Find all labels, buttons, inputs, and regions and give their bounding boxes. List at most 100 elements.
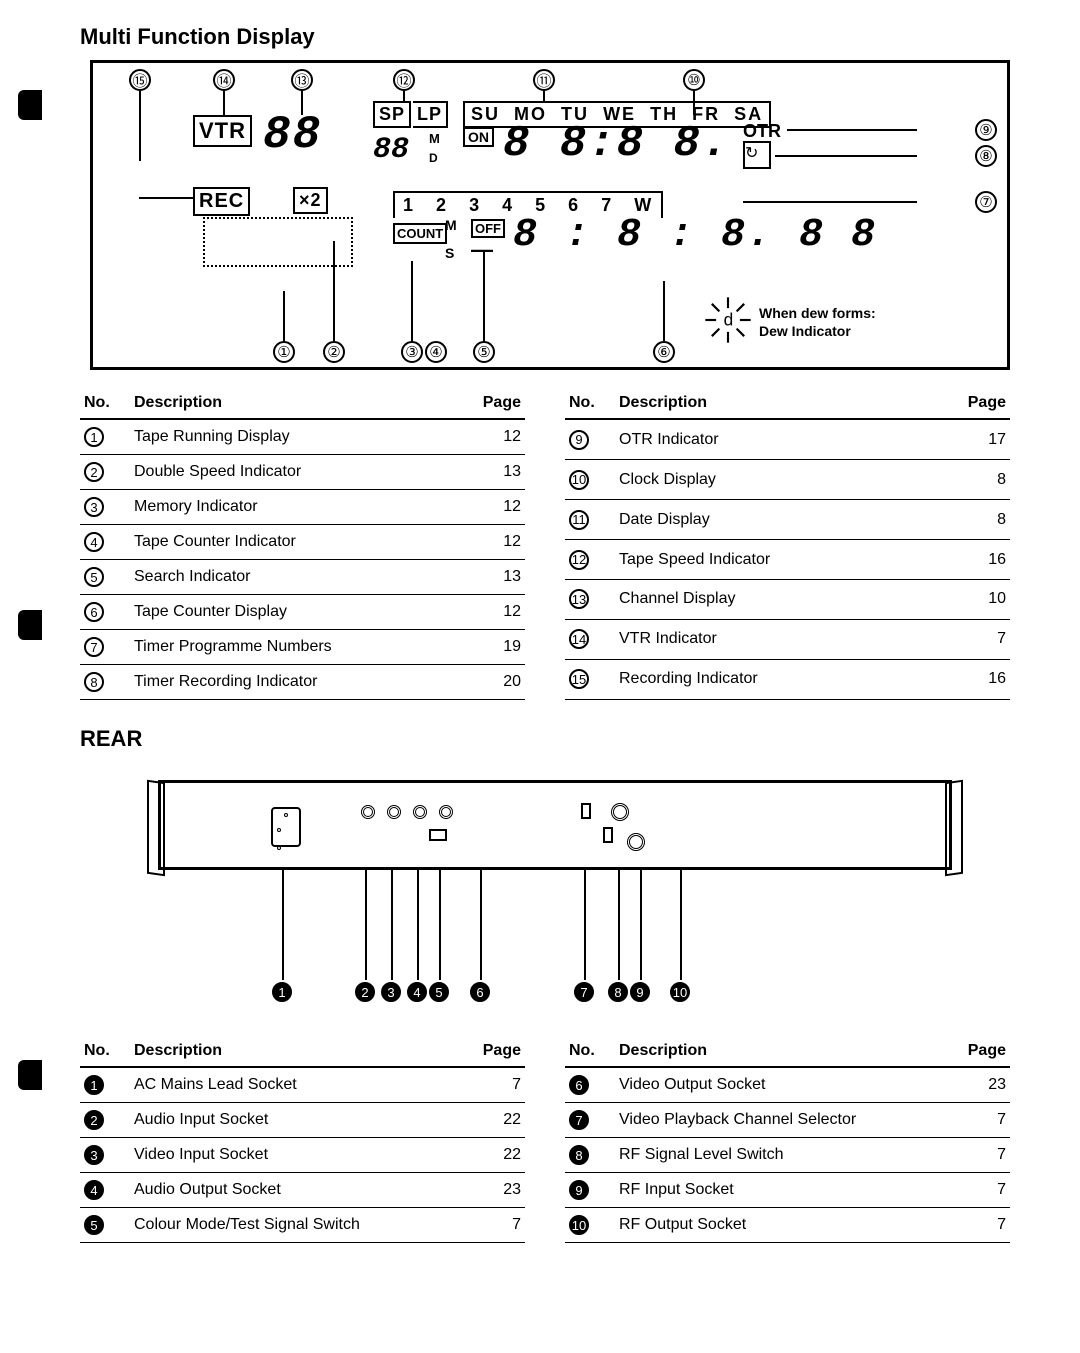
x2-label: ×2 [293,187,328,214]
row-num: 2 [84,462,104,482]
table-row: 7Video Playback Channel Selector7 [565,1103,1010,1138]
rear-co-10: 10 [670,982,690,1002]
row-desc: Video Playback Channel Selector [615,1103,950,1138]
table-row: 10Clock Display8 [565,460,1010,500]
rear-co-8: 8 [608,982,628,1002]
row-page: 7 [950,1208,1010,1243]
row-num: 9 [569,430,589,450]
row-num: 7 [84,637,104,657]
row-page: 7 [465,1067,525,1103]
rear-panel [158,780,952,870]
row-page: 20 [465,665,525,700]
callout-3: ③ [401,341,423,363]
row-desc: RF Signal Level Switch [615,1138,950,1173]
off-label: OFF [471,219,505,238]
row-desc: Timer Recording Indicator [130,665,465,700]
table-row: 12Tape Speed Indicator16 [565,540,1010,580]
rear-co-5: 5 [429,982,449,1002]
row-num: 12 [569,550,589,570]
rca-7 [581,803,591,819]
table-row: 3 Video Input Socket22 [80,1138,525,1173]
rear-co-2: 2 [355,982,375,1002]
row-desc: Colour Mode/Test Signal Switch [130,1208,465,1243]
row-desc: Tape Speed Indicator [615,540,950,580]
svg-text:d: d [724,309,734,329]
count-label: COUNT [393,223,447,244]
timer-rec-icon: ↻ [743,141,771,169]
audio-in-jack [361,805,375,819]
table-row: 14VTR Indicator7 [565,619,1010,659]
row-desc: Video Input Socket [130,1138,465,1173]
mfd-diagram: ⑮ ⑭ ⑬ ⑫ ⑪ ⑩ SP LP SU MO TU WE TH FR SA V… [90,60,1010,370]
row-num: 10 [569,470,589,490]
row-page: 17 [950,419,1010,460]
timer-digits: 8 : 8 : 8. 8 8 [513,213,877,258]
vtr-label: VTR [193,115,252,147]
callout-15: ⑮ [129,69,151,91]
row-page: 12 [465,525,525,560]
row-page: 13 [465,560,525,595]
rf-out [627,833,645,851]
row-desc: Search Indicator [130,560,465,595]
rear-co-9: 9 [630,982,650,1002]
callout-10: ⑩ [683,69,705,91]
table-row: 1AC Mains Lead Socket7 [80,1067,525,1103]
row-num: 3 [84,497,104,517]
table-row: 6Tape Counter Display12 [80,595,525,630]
callout-12: ⑫ [393,69,415,91]
row-desc: RF Input Socket [615,1173,950,1208]
table-row: 10RF Output Socket7 [565,1208,1010,1243]
row-num: 6 [84,602,104,622]
rear-co-4: 4 [407,982,427,1002]
video-in-jack [387,805,401,819]
row-desc: RF Output Socket [615,1208,950,1243]
rca-8 [603,827,613,843]
table-row: 9RF Input Socket7 [565,1173,1010,1208]
row-desc: Date Display [615,500,950,540]
row-num: 4 [84,1180,104,1200]
row-num: 1 [84,427,104,447]
row-page: 12 [465,595,525,630]
rec-label: REC [193,187,250,216]
row-page: 7 [950,1103,1010,1138]
callout-8: ⑧ [975,145,997,167]
row-desc: Recording Indicator [615,659,950,699]
row-desc: Tape Counter Indicator [130,525,465,560]
rear-co-6: 6 [470,982,490,1002]
table-row: 6Video Output Socket23 [565,1067,1010,1103]
counter-digits: 88 [373,133,409,167]
row-num: 6 [569,1075,589,1095]
mfd-table-left: No. Description Page 1Tape Running Displ… [80,388,525,700]
table-row: 5Search Indicator13 [80,560,525,595]
page-tab-1 [18,90,42,120]
audio-out-jack [413,805,427,819]
video-out-sock [429,829,447,841]
row-num: 3 [84,1145,104,1165]
row-desc: Audio Input Socket [130,1103,465,1138]
mfd-title: Multi Function Display [80,24,1050,50]
dew-line2: Dew Indicator [759,323,851,339]
page-tab-3 [18,1060,42,1090]
dew-sunburst-icon: d [701,293,755,347]
row-page: 22 [465,1138,525,1173]
table-row: 3Memory Indicator12 [80,490,525,525]
table-row: 8Timer Recording Indicator20 [80,665,525,700]
row-desc: AC Mains Lead Socket [130,1067,465,1103]
table-row: 2Double Speed Indicator13 [80,455,525,490]
callout-7: ⑦ [975,191,997,213]
callout-6: ⑥ [653,341,675,363]
row-desc: Video Output Socket [615,1067,950,1103]
row-desc: Channel Display [615,580,950,620]
channel-digits: 88 [263,109,322,161]
row-page: 19 [465,630,525,665]
row-page: 7 [950,1173,1010,1208]
rear-tables: No. Description Page 1AC Mains Lead Sock… [80,1036,1010,1243]
dew-line1: When dew forms: [759,305,876,321]
row-page: 8 [950,460,1010,500]
row-page: 10 [950,580,1010,620]
table-row: 1Tape Running Display12 [80,419,525,455]
callout-1: ① [273,341,295,363]
row-page: 7 [950,1138,1010,1173]
row-page: 22 [465,1103,525,1138]
table-row: 8RF Signal Level Switch7 [565,1138,1010,1173]
